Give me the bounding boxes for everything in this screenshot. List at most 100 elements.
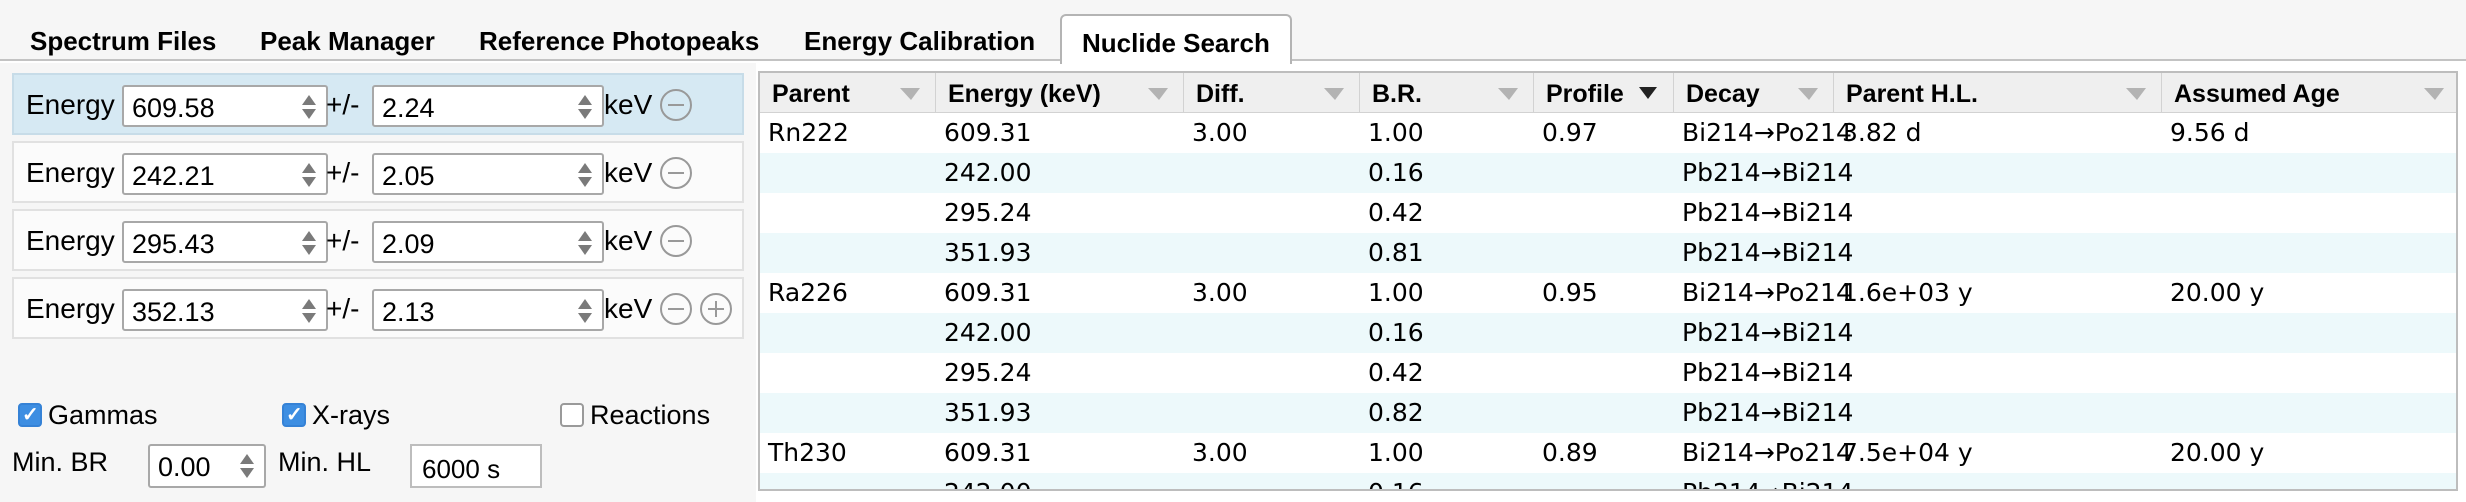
table-row[interactable]: 351.93 0.81 Pb214→Bi214 [760,233,2456,273]
table-row[interactable]: 295.24 0.42 Pb214→Bi214 [760,193,2456,233]
plus-minus-label: +/- [326,157,360,188]
remove-energy-button[interactable] [660,157,692,189]
cell-assumed-age: 20.00 y [2170,438,2265,467]
energy-input[interactable]: 352.13 [122,289,328,331]
sort-icon[interactable] [1323,82,1345,104]
plus-minus-label: +/- [326,293,360,324]
tab-reference-photopeaks[interactable]: Reference Photopeaks [479,26,760,56]
energy-value: 352.13 [132,297,215,327]
table-row[interactable]: 242.00 0.16 Pb214→Bi214 [760,313,2456,353]
remove-energy-button[interactable] [660,225,692,257]
cell-b-r: 0.42 [1368,358,1424,387]
cell-b-r: 1.00 [1368,438,1424,467]
window-input[interactable]: 2.13 [372,289,604,331]
table-row[interactable]: 242.00 0.16 Pb214→Bi214 [760,473,2456,489]
cell-b-r: 0.42 [1368,198,1424,227]
nuclide-results-table[interactable]: Parent Energy (keV) Diff. B.R. Profile Decay P… [758,71,2458,491]
cell-energy-kev: 609.31 [944,118,1032,147]
window-value: 2.13 [382,297,435,327]
cell-parent-h-l: 3.82 d [1842,118,1922,147]
min-hl-value: 6000 s [422,454,501,484]
cell-b-r: 0.16 [1368,478,1424,489]
xrays-label: X-rays [312,400,391,430]
column-header-energy-kev[interactable]: Energy (keV) [936,73,1184,113]
cell-b-r: 0.82 [1368,398,1424,427]
energy-input[interactable]: 242.21 [122,153,328,195]
cell-energy-kev: 242.00 [944,158,1032,187]
cell-decay: Pb214→Bi214 [1682,238,1854,267]
column-header-label: Parent H.L. [1846,80,1978,108]
sort-descending-icon[interactable] [1637,82,1659,104]
cell-profile: 0.97 [1542,118,1598,147]
spinner-arrows-icon[interactable] [300,90,318,124]
remove-energy-button[interactable] [660,89,692,121]
cell-decay: Bi214→Po214 [1682,438,1852,467]
spinner-arrows-icon[interactable] [576,294,594,328]
cell-energy-kev: 242.00 [944,478,1031,489]
spinner-arrows-icon[interactable] [238,449,256,483]
cell-diff: 3.00 [1192,438,1248,467]
window-input[interactable]: 2.05 [372,153,604,195]
table-row[interactable]: Th230 609.31 3.00 1.00 0.89 Bi214→Po214 7.5e+0… [760,433,2456,473]
cell-assumed-age: 9.56 d [2170,118,2250,147]
sort-icon[interactable] [1497,82,1519,104]
energy-label: Energy [26,157,115,188]
spinner-arrows-icon[interactable] [576,90,594,124]
spinner-arrows-icon[interactable] [300,158,318,192]
window-input[interactable]: 2.24 [372,85,604,127]
gammas-checkbox[interactable] [18,402,42,427]
energy-row[interactable]: Energy 609.58 +/- 2.24 keV [12,73,744,135]
tab-energy-calibration[interactable]: Energy Calibration [804,26,1036,56]
reactions-label: Reactions [590,400,711,430]
tab-peak-manager[interactable]: Peak Manager [260,26,435,56]
table-row[interactable]: 295.24 0.42 Pb214→Bi214 [760,353,2456,393]
spinner-arrows-icon[interactable] [300,226,318,260]
table-row[interactable]: 351.93 0.82 Pb214→Bi214 [760,393,2456,433]
column-header-b-r[interactable]: B.R. [1360,73,1534,113]
cell-profile: 0.89 [1542,438,1598,467]
energy-input[interactable]: 295.43 [122,221,328,263]
column-header-parent-h-l[interactable]: Parent H.L. [1834,73,2162,113]
cell-energy-kev: 609.31 [944,278,1032,307]
table-row[interactable]: Ra226 609.31 3.00 1.00 0.95 Bi214→Po214 1.6e+0… [760,273,2456,313]
spinner-arrows-icon[interactable] [576,158,594,192]
cell-parent-h-l: 1.6e+03 y [1842,278,1973,307]
column-header-label: Energy (keV) [948,80,1101,108]
cell-energy-kev: 242.00 [944,318,1032,347]
min-br-input[interactable]: 0.00 [148,444,266,488]
cell-decay: Bi214→Po214 [1682,118,1852,147]
energy-input[interactable]: 609.58 [122,85,328,127]
energy-row[interactable]: Energy 242.21 +/- 2.05 keV [12,141,744,203]
reactions-checkbox[interactable] [560,403,584,427]
sort-icon[interactable] [2423,82,2445,104]
column-header-decay[interactable]: Decay [1674,73,1834,113]
tab-nuclide-search[interactable]: Nuclide Search [1060,14,1292,64]
column-header-label: Assumed Age [2174,80,2340,108]
spinner-arrows-icon[interactable] [300,294,318,328]
energy-row[interactable]: Energy 295.43 +/- 2.09 keV [12,209,744,271]
cell-decay: Pb214→Bi214 [1682,318,1854,347]
min-hl-label: Min. HL [278,447,372,477]
column-header-profile[interactable]: Profile [1534,73,1674,113]
table-row[interactable]: Rn222 609.31 3.00 1.00 0.97 Bi214→Po214 3.82 d… [760,113,2456,153]
sort-icon[interactable] [2125,82,2147,104]
table-header: Parent Energy (keV) Diff. B.R. Profile Decay P… [760,73,2456,113]
column-header-parent[interactable]: Parent [760,73,936,113]
tab-spectrum-files[interactable]: Spectrum Files [30,26,217,56]
energy-value: 295.43 [132,229,215,259]
spinner-arrows-icon[interactable] [576,226,594,260]
sort-icon[interactable] [1797,82,1819,104]
window-value: 2.05 [382,161,435,191]
sort-icon[interactable] [899,82,921,104]
table-row[interactable]: 242.00 0.16 Pb214→Bi214 [760,153,2456,193]
remove-energy-button[interactable] [660,293,692,325]
energy-row[interactable]: Energy 352.13 +/- 2.13 keV [12,277,744,339]
column-header-assumed-age[interactable]: Assumed Age [2162,73,2456,113]
window-input[interactable]: 2.09 [372,221,604,263]
min-hl-input[interactable]: 6000 s [410,444,542,488]
xrays-checkbox[interactable] [282,402,306,427]
cell-diff: 3.00 [1192,118,1248,147]
column-header-diff[interactable]: Diff. [1184,73,1360,113]
sort-icon[interactable] [1147,82,1169,104]
add-energy-button[interactable] [700,293,732,325]
